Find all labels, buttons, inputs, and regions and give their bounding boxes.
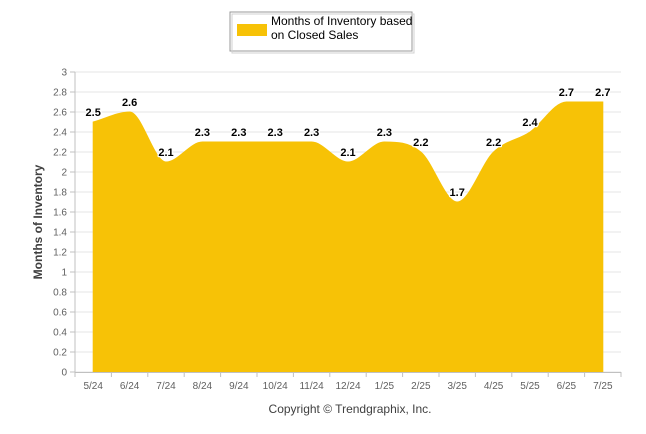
data-label-8: 2.3 (377, 127, 392, 139)
legend-shadow (231, 13, 415, 54)
legend-label: Months of Inventory based on Closed Sale… (271, 14, 416, 42)
x-tick-label-1: 6/24 (120, 381, 140, 392)
x-tick-label-11: 4/25 (484, 381, 504, 392)
data-label-4: 2.3 (231, 127, 246, 139)
y-tick-label-14: 2.8 (53, 88, 67, 99)
y-tick-label-8: 1.6 (53, 208, 67, 219)
legend-label-line-1: Months of Inventory based (271, 14, 412, 28)
legend-label-line-2: on Closed Sales (271, 28, 358, 42)
credits: Copyright © Trendgraphix, Inc. (269, 402, 432, 416)
y-tick-label-0: 0 (61, 368, 67, 379)
x-tick-label-6: 11/24 (299, 381, 324, 392)
y-tick-label-1: 0.2 (53, 348, 67, 359)
data-label-11: 2.2 (486, 137, 501, 149)
data-label-1: 2.6 (122, 97, 137, 109)
x-tick-label-12: 5/25 (520, 381, 540, 392)
x-tick-label-2: 7/24 (156, 381, 176, 392)
data-label-6: 2.3 (304, 127, 319, 139)
y-axis-title: Months of Inventory (31, 164, 45, 279)
data-label-3: 2.3 (195, 127, 210, 139)
legend[interactable]: Months of Inventory based on Closed Sale… (229, 11, 416, 54)
axes (70, 71, 622, 377)
data-label-14: 2.7 (595, 87, 610, 99)
x-tick-label-0: 5/24 (83, 381, 103, 392)
data-label-10: 1.7 (450, 187, 465, 199)
y-tick-label-15: 3 (61, 68, 67, 79)
y-tick-label-4: 0.8 (53, 288, 67, 299)
x-tick-label-13: 6/25 (557, 381, 577, 392)
y-tick-label-5: 1 (61, 268, 67, 279)
data-label-2: 2.1 (158, 147, 173, 159)
legend-swatch (237, 24, 267, 36)
x-tick-labels: 5/24 6/24 7/24 8/24 9/24 10/24 11/24 12/24 1/25 2… (83, 381, 613, 392)
data-label-0: 2.5 (86, 107, 101, 119)
y-tick-label-6: 1.2 (53, 248, 67, 259)
y-tick-labels: 0 0.2 0.4 0.6 0.8 1 1.2 1.4 1.6 1.8 2 2.2 2.4 2.6 2.8 3 (53, 68, 67, 379)
data-label-12: 2.4 (522, 117, 538, 129)
y-tick-label-9: 1.8 (53, 188, 67, 199)
y-tick-label-12: 2.4 (53, 128, 67, 139)
y-tick-label-7: 1.4 (53, 228, 67, 239)
data-label-7: 2.1 (340, 147, 355, 159)
y-tick-label-2: 0.4 (53, 328, 67, 339)
x-tick-label-5: 10/24 (263, 381, 288, 392)
x-tick-label-4: 9/24 (229, 381, 249, 392)
x-tick-label-10: 3/25 (447, 381, 467, 392)
data-label-5: 2.3 (268, 127, 283, 139)
x-tick-label-9: 2/25 (411, 381, 431, 392)
data-label-9: 2.2 (413, 137, 428, 149)
series-area (92, 101, 604, 373)
x-tick-label-14: 7/25 (593, 381, 613, 392)
y-tick-label-13: 2.6 (53, 108, 67, 119)
y-tick-label-3: 0.6 (53, 308, 67, 319)
series-area-fill (92, 101, 604, 373)
x-tick-label-8: 1/25 (375, 381, 395, 392)
y-tick-label-10: 2 (61, 168, 67, 179)
y-tick-label-11: 2.2 (53, 148, 67, 159)
data-labels: 2.5 2.6 2.1 2.3 2.3 2.3 2.3 2.1 2.3 2.2 1.7 2.2 2.4 2… (84, 86, 611, 201)
data-label-13: 2.7 (559, 87, 574, 99)
x-tick-label-3: 8/24 (193, 381, 213, 392)
x-tick-label-7: 12/24 (335, 381, 360, 392)
